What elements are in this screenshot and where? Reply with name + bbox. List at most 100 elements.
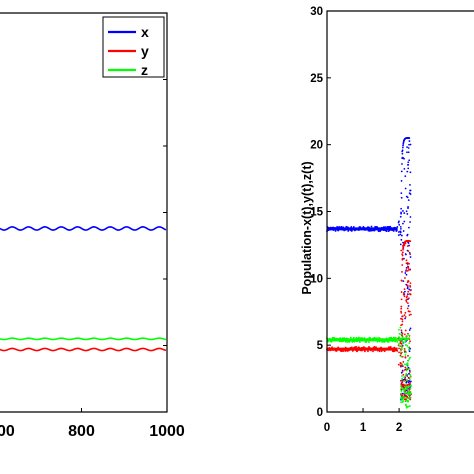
scatter-point-zt [404, 386, 407, 389]
scatter-point-xt [389, 225, 392, 228]
scatter-point-xt [405, 266, 408, 269]
scatter-point-zt [402, 342, 405, 345]
scatter-point-zt [407, 400, 409, 403]
scatter-point-zt [400, 390, 403, 392]
scatter-point-xt [409, 216, 412, 218]
legend-label-x: x [141, 24, 149, 40]
scatter-point-xt [404, 187, 407, 190]
scatter-point-yt [407, 297, 410, 300]
scatter-point-yt [400, 342, 403, 345]
scatter-point-xt [398, 223, 401, 226]
scatter-point-xt [408, 159, 411, 162]
scatter-point-zt [405, 397, 408, 400]
y-tick-label: 30 [310, 6, 323, 18]
scatter-point-zt [401, 336, 404, 339]
scatter-point-zt [358, 341, 361, 343]
scatter-point-xt [403, 167, 406, 170]
scatter-point-zt [398, 333, 401, 335]
scatter-point-zt [403, 349, 406, 351]
scatter-point-zt [401, 363, 404, 366]
scatter-point-zt [400, 396, 403, 399]
scatter-point-yt [401, 315, 404, 318]
scatter-point-yt [403, 244, 406, 247]
scatter-point-zt [365, 341, 368, 343]
scatter-point-yt [401, 264, 404, 266]
scatter-point-xt [409, 171, 412, 174]
scatter-point-yt [408, 262, 410, 265]
scatter-point-yt [398, 347, 400, 350]
scatter-point-yt [403, 398, 406, 401]
scatter-point-xt [407, 304, 410, 307]
scatter-point-zt [409, 356, 411, 359]
scatter-point-yt [402, 293, 405, 296]
scatter-point-xt [400, 227, 402, 230]
scatter-point-zt [398, 342, 401, 345]
scatter-point-yt [401, 379, 404, 382]
scatter-point-zt [401, 340, 404, 343]
scatter-point-yt [405, 299, 407, 302]
scatter-point-xt [407, 161, 410, 164]
scatter-point-xt [334, 230, 337, 232]
scatter-point-yt [408, 269, 411, 271]
scatter-point-xt [408, 380, 411, 383]
scatter-point-yt [409, 293, 412, 296]
scatter-point-xt [399, 226, 402, 228]
scatter-point-xt [408, 329, 411, 331]
scatter-point-yt [404, 366, 407, 369]
scatter-point-yt [398, 351, 400, 354]
x-tick-label-partial: 00 [0, 423, 15, 440]
scatter-point-xt [397, 234, 400, 237]
scatter-point-xt [399, 230, 402, 233]
scatter-point-zt [398, 345, 401, 347]
scatter-point-xt [406, 163, 409, 166]
scatter-point-zt [409, 378, 411, 381]
scatter-point-xt [403, 157, 405, 160]
scatter-point-xt [402, 210, 404, 212]
scatter-point-xt [409, 143, 412, 146]
scatter-point-yt [401, 251, 404, 254]
scatter-point-zt [406, 364, 409, 366]
scatter-point-xt [404, 290, 406, 293]
scatter-point-yt [406, 307, 409, 310]
scatter-point-xt [405, 195, 408, 198]
scatter-point-zt [400, 345, 403, 348]
right-chart: 0 5 10 15 20 25 30 0 1 2 Population-x(t),y(t),z(… [300, 6, 474, 434]
scatter-point-xt [403, 220, 406, 223]
scatter-point-xt [407, 167, 410, 170]
scatter-point-yt [401, 257, 404, 260]
scatter-point-yt [400, 298, 403, 301]
scatter-point-zt [398, 328, 400, 331]
scatter-point-zt [406, 385, 409, 388]
scatter-point-zt [397, 339, 400, 341]
scatter-point-yt [400, 279, 403, 282]
scatter-point-zt [349, 336, 352, 339]
scatter-point-zt [400, 393, 403, 395]
scatter-point-zt [400, 386, 403, 389]
scatter-point-zt [401, 396, 404, 398]
left-chart: 800 1000 00 xyz [0, 12, 185, 440]
scatter-point-xt [399, 233, 402, 236]
scatter-point-yt [402, 384, 405, 387]
scatter-point-zt [400, 355, 403, 358]
scatter-point-yt [403, 393, 406, 396]
scatter-point-zt [405, 379, 408, 382]
scatter-point-yt [403, 288, 406, 291]
scatter-point-yt [407, 354, 409, 357]
scatter-point-xt [402, 280, 405, 283]
scatter-point-zt [408, 337, 411, 340]
scatter-point-xt [406, 170, 409, 173]
scatter-point-zt [401, 377, 404, 380]
scatter-point-zt [407, 346, 410, 349]
scatter-point-yt [404, 316, 407, 318]
scatter-point-yt [401, 323, 404, 326]
scatter-point-yt [404, 329, 407, 332]
scatter-point-zt [405, 399, 408, 402]
scatter-point-xt [392, 230, 395, 232]
scatter-point-yt [409, 282, 412, 285]
scatter-point-zt [403, 380, 406, 382]
scatter-point-yt [400, 249, 403, 252]
scatter-point-zt [408, 348, 410, 351]
x-tick-label: 800 [68, 423, 95, 440]
scatter-point-yt [405, 269, 408, 271]
scatter-point-zt [404, 374, 407, 377]
